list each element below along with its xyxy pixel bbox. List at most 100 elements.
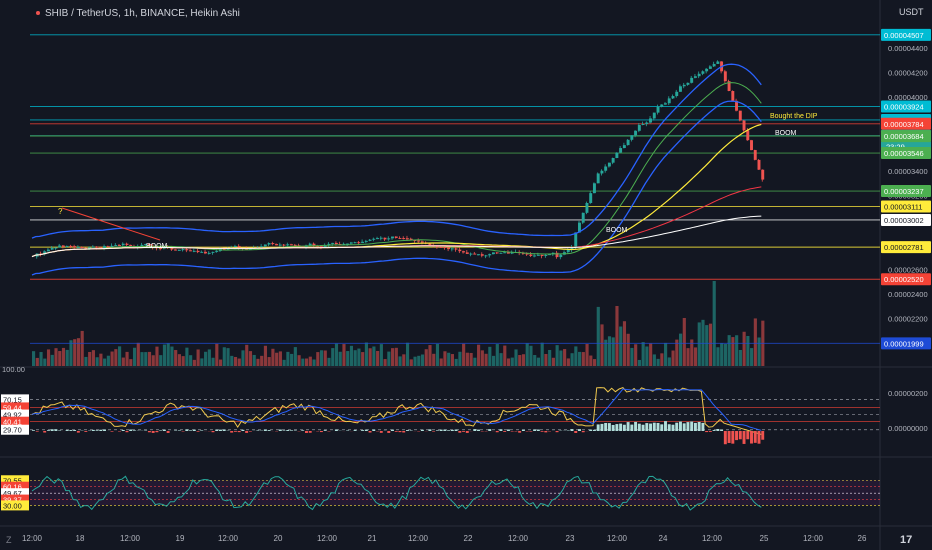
volume-bar <box>132 347 137 366</box>
candle-body <box>204 251 207 254</box>
histogram-bar <box>518 431 522 433</box>
volume-bar <box>533 355 537 366</box>
volume-bar <box>626 333 630 366</box>
candle-body <box>118 245 121 247</box>
candle-body <box>177 249 181 251</box>
price-level-label: 0.00003546 <box>884 149 924 158</box>
candle-body <box>46 249 50 252</box>
volume-bar <box>73 339 77 366</box>
volume-bar <box>592 359 597 366</box>
candle-body <box>215 250 219 252</box>
volume-bar <box>252 354 256 366</box>
histogram-bar <box>69 430 73 431</box>
ma-200-line <box>31 215 762 258</box>
price-tick-label: 0.00002600 <box>888 265 928 274</box>
price-level-label: 0.00003924 <box>884 103 924 112</box>
histogram-bar <box>708 431 712 432</box>
histogram-bar <box>630 424 634 431</box>
candle-body <box>114 245 118 247</box>
candle-body <box>54 247 58 249</box>
histogram-bar <box>394 431 398 432</box>
volume-bar <box>99 353 103 366</box>
histogram-bar <box>574 431 578 433</box>
histogram-bar <box>536 429 540 431</box>
histogram-bar <box>159 430 163 431</box>
volume-bar <box>462 343 466 366</box>
candle-body <box>181 249 185 251</box>
volume-bar <box>140 352 144 366</box>
volume-bar <box>278 351 282 366</box>
volume-bar <box>301 358 305 366</box>
candle-body <box>473 253 477 255</box>
histogram-bar <box>84 431 88 432</box>
volume-bar <box>731 337 735 366</box>
volume-bar <box>424 349 428 366</box>
volume-bar <box>705 325 709 366</box>
histogram-bar <box>50 429 54 431</box>
histogram-bar <box>189 430 193 431</box>
histogram-bar <box>147 431 151 433</box>
histogram-bar <box>578 429 581 431</box>
candle-body <box>529 254 533 256</box>
candle-body <box>607 162 611 167</box>
volume-bar <box>200 358 204 366</box>
histogram-bar <box>110 431 114 432</box>
histogram-bar <box>712 430 716 431</box>
currency-label[interactable]: USDT <box>899 7 924 17</box>
volume-bar <box>349 345 354 366</box>
stoch-level-label: 60.16 <box>3 483 22 492</box>
histogram-bar <box>200 430 204 431</box>
histogram-bar <box>256 430 260 431</box>
histogram-bar <box>675 422 679 431</box>
volume-bar <box>693 347 698 366</box>
volume-bar <box>241 350 245 366</box>
volume-bar <box>323 350 327 366</box>
histogram-bar <box>529 431 533 432</box>
volume-bar <box>746 335 750 366</box>
volume-bar <box>189 355 193 366</box>
candle-body <box>596 173 600 184</box>
volume-bar <box>263 345 268 366</box>
candle-body <box>462 251 466 253</box>
candle-body <box>641 123 645 126</box>
histogram-bar <box>727 431 731 443</box>
time-tick-label: 12:00 <box>408 534 429 543</box>
candle-body <box>248 248 252 250</box>
candle-body <box>454 248 458 250</box>
candle-body <box>578 222 581 233</box>
candle-body <box>290 244 293 246</box>
price-level-badge <box>881 100 931 113</box>
volume-bar <box>675 339 679 366</box>
histogram-bar <box>155 431 159 433</box>
oscillator-tick-label: 0.00000000 <box>888 424 928 433</box>
volume-bar <box>80 330 84 366</box>
volume-bar <box>338 351 342 366</box>
volume-bar <box>125 351 129 366</box>
candle-body <box>701 71 705 74</box>
histogram-bar <box>177 430 181 431</box>
histogram-bar <box>626 422 630 431</box>
volume-bar <box>469 352 473 366</box>
volume-bar <box>129 359 133 366</box>
candle-body <box>634 130 638 136</box>
time-tick-label: 12:00 <box>508 534 529 543</box>
histogram-bar <box>73 430 77 431</box>
histogram-bar <box>581 431 585 433</box>
volume-bar <box>439 358 443 366</box>
volume-bar <box>319 350 324 366</box>
histogram-bar <box>753 431 757 443</box>
volume-bar <box>559 350 563 366</box>
candle-body <box>80 247 84 249</box>
histogram-bar <box>162 429 166 431</box>
zoom-corner-button[interactable]: Z <box>6 535 12 545</box>
candle-body <box>731 90 735 101</box>
candle-body <box>192 250 196 252</box>
candle-body <box>727 81 731 91</box>
stoch-line <box>31 475 762 511</box>
candle-body <box>660 104 664 107</box>
price-level-badge <box>881 147 931 160</box>
histogram-bar <box>607 423 611 431</box>
volume-bar <box>585 344 589 366</box>
time-tick-label: 12:00 <box>317 534 338 543</box>
